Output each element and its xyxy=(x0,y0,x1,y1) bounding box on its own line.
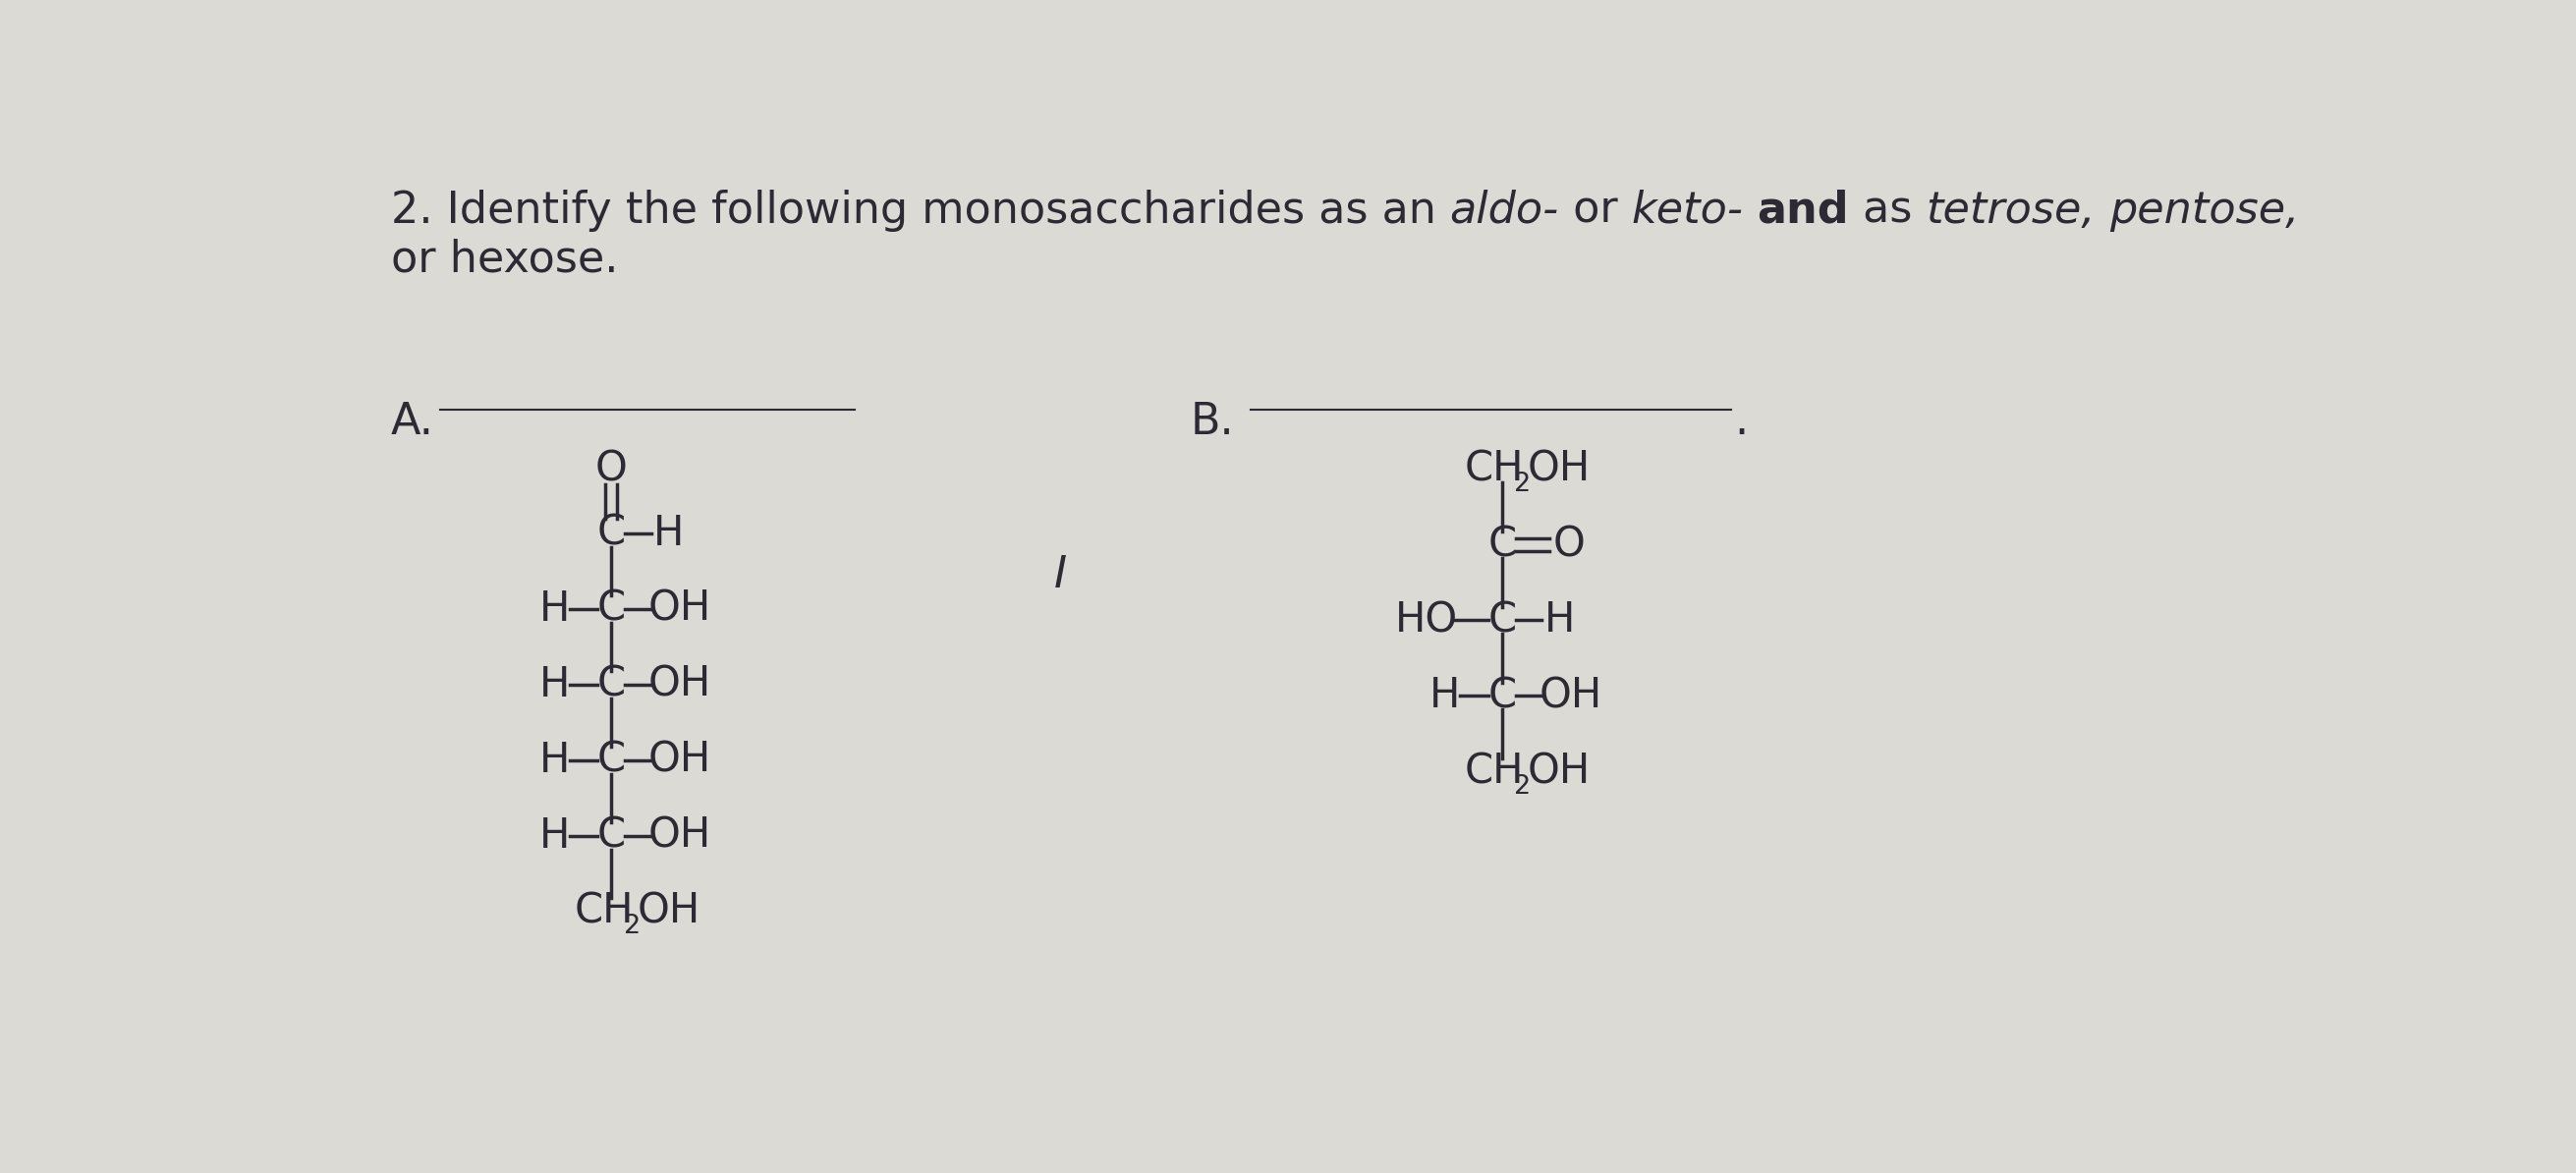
Text: O: O xyxy=(595,448,629,489)
Text: C: C xyxy=(598,815,626,856)
Text: OH: OH xyxy=(1528,751,1592,792)
Text: .: . xyxy=(1734,401,1749,443)
Text: tetrose,: tetrose, xyxy=(1927,189,2097,231)
Text: or: or xyxy=(1558,189,1631,231)
Text: C: C xyxy=(598,513,626,554)
Text: CH: CH xyxy=(1466,751,1525,792)
Text: CH: CH xyxy=(1466,448,1525,489)
Text: OH: OH xyxy=(649,815,711,856)
Text: C: C xyxy=(1489,676,1517,717)
Text: OH: OH xyxy=(1528,448,1592,489)
Text: H: H xyxy=(654,513,683,554)
Text: H: H xyxy=(538,740,569,781)
Text: as: as xyxy=(1850,189,1927,231)
Text: 2: 2 xyxy=(1515,472,1530,497)
Text: C: C xyxy=(598,589,626,630)
Text: or hexose.: or hexose. xyxy=(392,238,618,280)
Text: OH: OH xyxy=(649,664,711,705)
Text: C: C xyxy=(1489,524,1517,565)
Text: H: H xyxy=(538,664,569,705)
Text: I: I xyxy=(1054,554,1066,596)
Text: H: H xyxy=(1543,599,1574,640)
Text: OH: OH xyxy=(649,740,711,781)
Text: 2. Identify the following monosaccharides as an: 2. Identify the following monosaccharide… xyxy=(392,189,1450,231)
Text: H: H xyxy=(538,589,569,630)
Text: HO: HO xyxy=(1394,599,1458,640)
Text: pentose,: pentose, xyxy=(2110,189,2300,231)
Text: O: O xyxy=(1553,524,1584,565)
Text: aldo-: aldo- xyxy=(1450,189,1558,231)
Text: OH: OH xyxy=(649,589,711,630)
Text: CH: CH xyxy=(574,891,634,933)
Text: and: and xyxy=(1757,189,1850,231)
Text: C: C xyxy=(598,740,626,781)
Text: 2: 2 xyxy=(623,914,641,940)
Text: H: H xyxy=(538,815,569,856)
Text: keto-: keto- xyxy=(1631,189,1744,231)
Text: B.: B. xyxy=(1190,401,1234,443)
Text: A.: A. xyxy=(392,401,433,443)
Text: C: C xyxy=(598,664,626,705)
Text: H: H xyxy=(1430,676,1461,717)
Text: OH: OH xyxy=(1538,676,1602,717)
Text: C: C xyxy=(1489,599,1517,640)
Text: OH: OH xyxy=(636,891,701,933)
Text: 2: 2 xyxy=(1515,774,1530,800)
